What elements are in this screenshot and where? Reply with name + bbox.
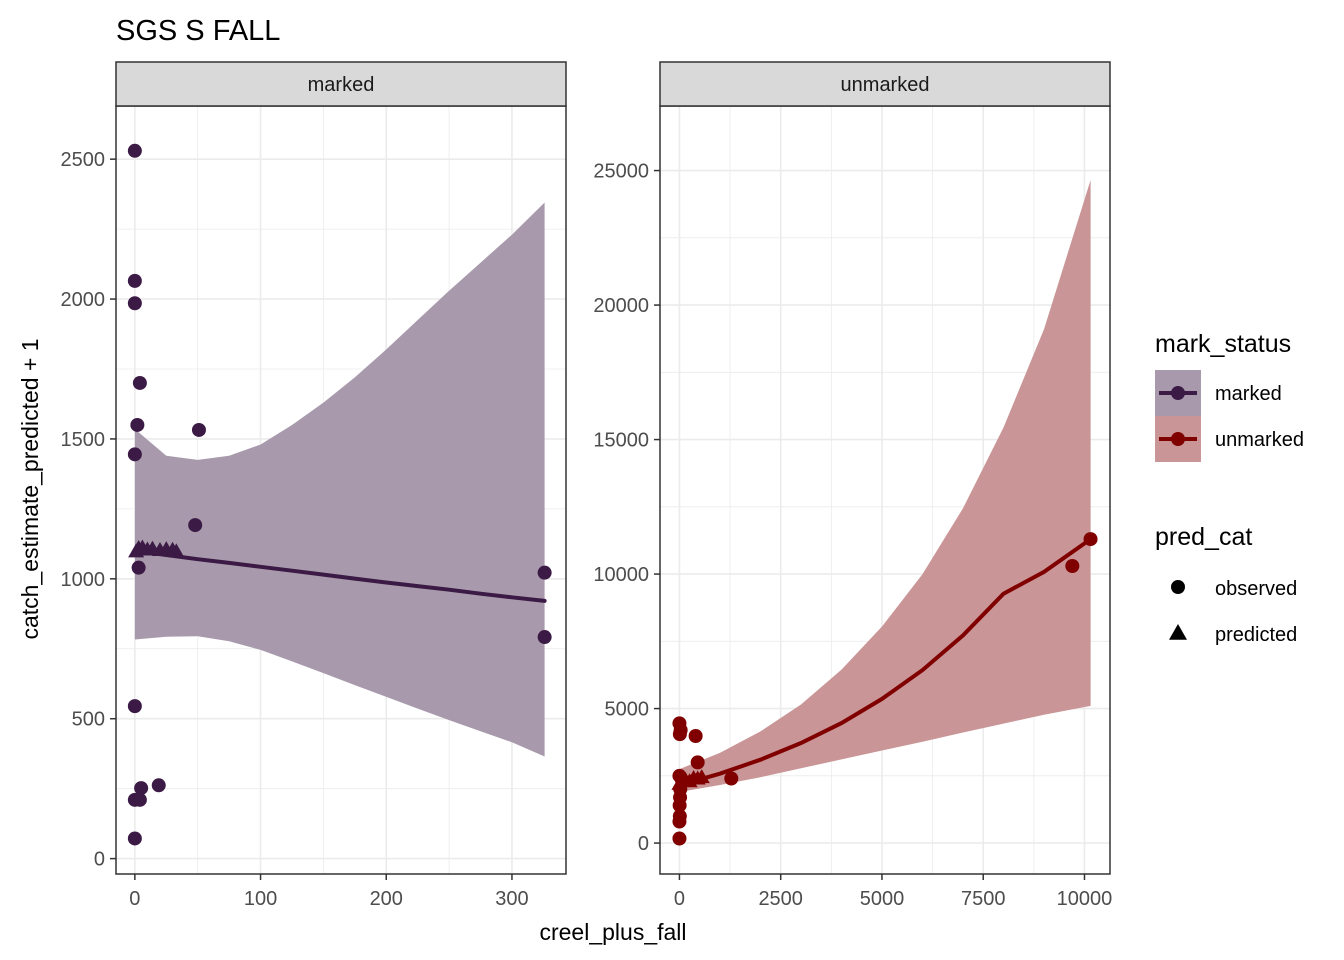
observed-point xyxy=(188,518,203,533)
y-tick-label: 10000 xyxy=(593,564,649,586)
facet-strip xyxy=(659,61,1111,107)
x-tick-label: 0 xyxy=(129,888,140,910)
panel-unmarked: unmarked 0 2500 5000 7500 10000 0 5000 10000 1500… xyxy=(593,61,1113,910)
observed-point xyxy=(127,699,142,714)
observed-point xyxy=(672,814,687,829)
observed-point xyxy=(127,296,142,311)
y-tick-label: 500 xyxy=(72,709,105,731)
observed-point xyxy=(132,792,147,807)
y-tick-label: 2000 xyxy=(61,289,106,311)
legend-title-pred-cat: pred_cat xyxy=(1155,523,1252,551)
observed-point xyxy=(672,831,687,846)
observed-point xyxy=(131,560,146,575)
circle-icon xyxy=(1171,580,1185,594)
y-tick-label: 0 xyxy=(94,849,105,871)
observed-point xyxy=(132,375,147,390)
observed-point xyxy=(537,630,552,645)
y-tick-label: 5000 xyxy=(605,699,650,721)
fit-line xyxy=(677,537,1093,788)
observed-point xyxy=(127,447,142,462)
x-tick-label: 5000 xyxy=(860,888,905,910)
facet-strip-label: unmarked xyxy=(841,74,930,96)
triangle-icon xyxy=(1169,624,1187,640)
observed-point xyxy=(134,781,149,796)
y-tick-label: 0 xyxy=(638,833,649,855)
observed-point xyxy=(127,143,142,158)
chart-title: SGS S FALL xyxy=(116,15,280,47)
legend-label-predicted: predicted xyxy=(1215,624,1297,646)
observed-point xyxy=(1065,558,1080,573)
legend-title-mark-status: mark_status xyxy=(1155,330,1291,358)
x-tick-label: 7500 xyxy=(961,888,1006,910)
x-axis-label: creel_plus_fall xyxy=(539,919,686,945)
panel-marked: marked 0 100 200 300 0 500 1000 1500 2000 2500 xyxy=(61,61,567,910)
facet-strip-label: marked xyxy=(308,74,375,96)
observed-point xyxy=(688,729,703,744)
fit-line xyxy=(132,548,547,603)
y-tick-label: 15000 xyxy=(593,430,649,452)
x-tick-label: 200 xyxy=(370,888,403,910)
x-tick-label: 2500 xyxy=(758,888,803,910)
observed-point xyxy=(151,778,166,793)
legend-key-point xyxy=(1171,386,1185,400)
observed-point xyxy=(537,565,552,580)
y-tick-label: 1500 xyxy=(61,429,106,451)
legend-key-point xyxy=(1171,432,1185,446)
y-tick-label: 1000 xyxy=(61,569,106,591)
x-tick-label: 100 xyxy=(244,888,277,910)
confidence-ribbon xyxy=(134,202,545,757)
confidence-ribbon xyxy=(679,180,1091,792)
observed-point xyxy=(672,798,687,813)
legend-label-marked: marked xyxy=(1215,383,1282,405)
observed-point xyxy=(191,422,206,437)
y-tick-label: 25000 xyxy=(593,161,649,183)
observed-point xyxy=(127,831,142,846)
y-tick-label: 2500 xyxy=(61,149,106,171)
legend-label-observed: observed xyxy=(1215,578,1297,600)
x-tick-label: 0 xyxy=(674,888,685,910)
facet-strip xyxy=(115,61,567,107)
y-tick-label: 20000 xyxy=(593,295,649,317)
observed-point xyxy=(130,417,145,432)
observed-point xyxy=(724,771,739,786)
x-tick-label: 10000 xyxy=(1057,888,1113,910)
observed-point xyxy=(127,273,142,288)
y-axis-label: catch_estimate_predicted + 1 xyxy=(17,338,43,639)
observed-point xyxy=(672,727,687,742)
legend-label-unmarked: unmarked xyxy=(1215,429,1304,451)
observed-point xyxy=(690,755,705,770)
x-tick-label: 300 xyxy=(495,888,528,910)
